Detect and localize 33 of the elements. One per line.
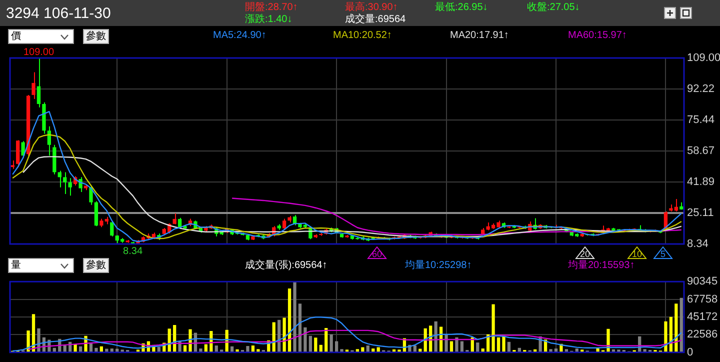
y-tick-label: 22586 (687, 328, 718, 341)
text: 成交量:69564 (345, 14, 406, 25)
y-tick-label: 25.11 (687, 207, 714, 220)
text: 5 (653, 249, 673, 259)
y-tick-label: 109.00 (687, 52, 720, 64)
y-tick-label: 90345 (687, 276, 718, 288)
text: MA10:20.52↑ (333, 30, 392, 41)
text: MA5:24.90↑ (213, 30, 266, 41)
text: 參數 (83, 29, 109, 44)
text: MA60:15.97↑ (568, 30, 627, 41)
text: 開盤:28.70↑ (245, 2, 298, 13)
y-tick-label: 45172 (687, 311, 718, 324)
text: 成交量(張):69564↑ (245, 260, 328, 271)
y-tick-label: 58.67 (687, 145, 715, 158)
y-tick-label: 92.22 (687, 83, 715, 96)
text: 漲跌:1.40↓ (245, 14, 292, 25)
text: 價 (8, 29, 74, 44)
chart-title: 3294 106-11-30 (6, 5, 111, 22)
y-tick-label: 8.34 (687, 238, 708, 250)
text: 最高:30.90↑ (345, 2, 398, 13)
text: 均量20:15593↑ (568, 260, 635, 271)
text: 參數 (83, 258, 109, 273)
text: 最低:26.95↓ (435, 2, 488, 13)
text: 量 (8, 258, 74, 273)
y-tick-label: 0 (687, 346, 694, 358)
text: 均量10:25298↑ (405, 260, 472, 271)
text: 收盤:27.05↓ (527, 2, 580, 13)
y-tick-label: 67758 (687, 293, 718, 306)
annotation: 8.34 (123, 246, 143, 257)
y-tick-label: 75.44 (687, 114, 715, 126)
annotation: 109.00 (23, 46, 54, 58)
y-tick-label: 41.89 (687, 176, 715, 188)
text: MA20:17.91↑ (450, 30, 509, 41)
